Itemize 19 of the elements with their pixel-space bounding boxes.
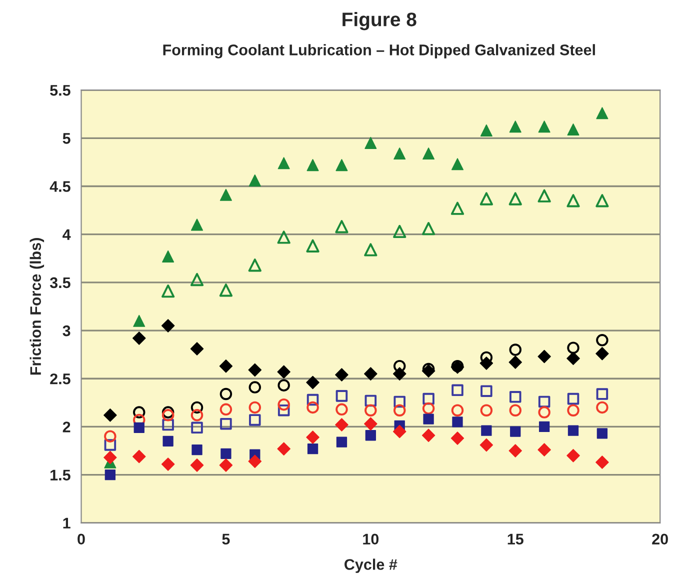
chart-title: Figure 8: [342, 12, 416, 30]
y-tick-label: 1: [63, 518, 70, 528]
y-tick-label: 2: [62, 422, 70, 432]
x-tick-label: 15: [508, 534, 524, 545]
y-tick-label: 4.5: [50, 181, 70, 192]
y-tick-label: 2.5: [50, 373, 70, 384]
y-tick-label: 4: [62, 229, 71, 240]
x-tick-label: 0: [78, 534, 85, 545]
y-tick-label: 3: [62, 325, 70, 336]
x-tick-label: 10: [363, 534, 379, 545]
y-axis-title: Friction Force (lbs): [30, 238, 44, 375]
x-tick-label: 5: [222, 534, 230, 545]
x-axis-title: Cycle #: [344, 558, 398, 573]
y-tick-label: 1.5: [50, 470, 70, 480]
chart-subtitle: Forming Coolant Lubrication – Hot Dipped Galvanized Steel: [163, 44, 595, 58]
x-tick-label: 20: [652, 534, 668, 545]
y-tick-label: 5.5: [50, 85, 70, 96]
y-tick-label: 3.5: [50, 277, 70, 288]
y-tick-label: 5: [62, 133, 70, 144]
